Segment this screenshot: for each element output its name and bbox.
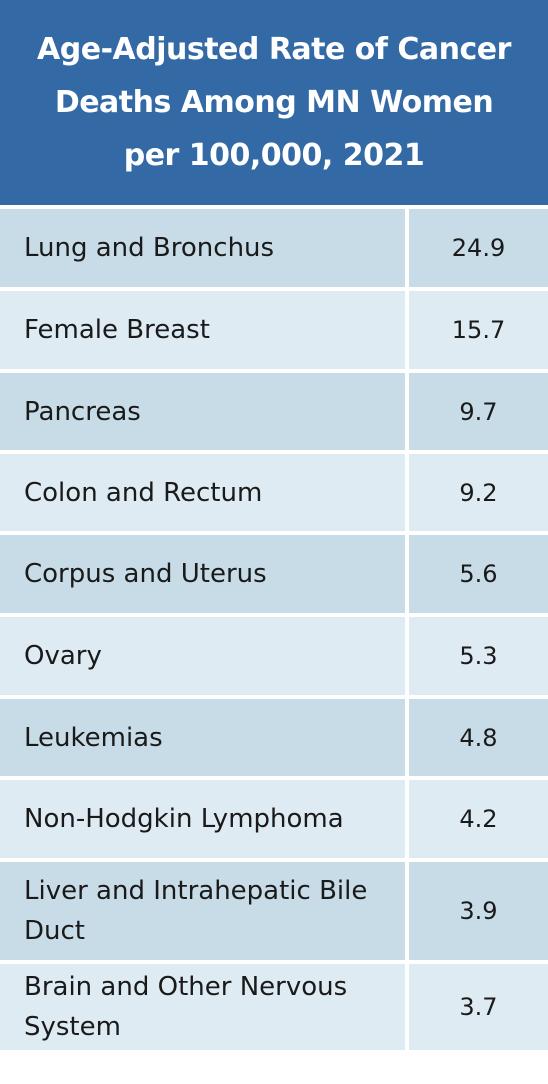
death-rate-value: 15.7 xyxy=(409,291,548,369)
table-title: Age-Adjusted Rate of Cancer Deaths Among… xyxy=(37,32,511,173)
table-row: Brain and Other Nervous System 3.7 xyxy=(0,960,548,1050)
cancer-site-label: Lung and Bronchus xyxy=(0,209,405,287)
death-rate-value: 3.7 xyxy=(409,964,548,1050)
cancer-site-label: Leukemias xyxy=(0,699,405,776)
death-rate-value: 4.2 xyxy=(409,780,548,858)
table-row: Lung and Bronchus 24.9 xyxy=(0,205,548,287)
table-row: Female Breast 15.7 xyxy=(0,287,548,369)
death-rate-value: 5.3 xyxy=(409,617,548,695)
death-rate-value: 24.9 xyxy=(409,209,548,287)
table-row: Non-Hodgkin Lymphoma 4.2 xyxy=(0,776,548,858)
cancer-site-label: Ovary xyxy=(0,617,405,695)
death-rate-value: 9.2 xyxy=(409,454,548,531)
cancer-site-label: Colon and Rectum xyxy=(0,454,405,531)
cancer-site-label: Liver and Intrahepatic Bile Duct xyxy=(0,862,405,960)
table-row: Colon and Rectum 9.2 xyxy=(0,450,548,531)
table-row: Pancreas 9.7 xyxy=(0,369,548,450)
table-row: Leukemias 4.8 xyxy=(0,695,548,776)
cancer-site-label: Corpus and Uterus xyxy=(0,535,405,613)
cancer-site-label: Female Breast xyxy=(0,291,405,369)
cancer-site-label: Brain and Other Nervous System xyxy=(0,964,405,1050)
cancer-site-label: Non-Hodgkin Lymphoma xyxy=(0,780,405,858)
table-header: Age-Adjusted Rate of Cancer Deaths Among… xyxy=(0,0,548,205)
table-row: Liver and Intrahepatic Bile Duct 3.9 xyxy=(0,858,548,960)
cancer-site-label: Pancreas xyxy=(0,373,405,450)
table-row: Corpus and Uterus 5.6 xyxy=(0,531,548,613)
death-rate-value: 5.6 xyxy=(409,535,548,613)
death-rate-value: 9.7 xyxy=(409,373,548,450)
death-rate-value: 4.8 xyxy=(409,699,548,776)
death-rate-value: 3.9 xyxy=(409,862,548,960)
table-row: Ovary 5.3 xyxy=(0,613,548,695)
